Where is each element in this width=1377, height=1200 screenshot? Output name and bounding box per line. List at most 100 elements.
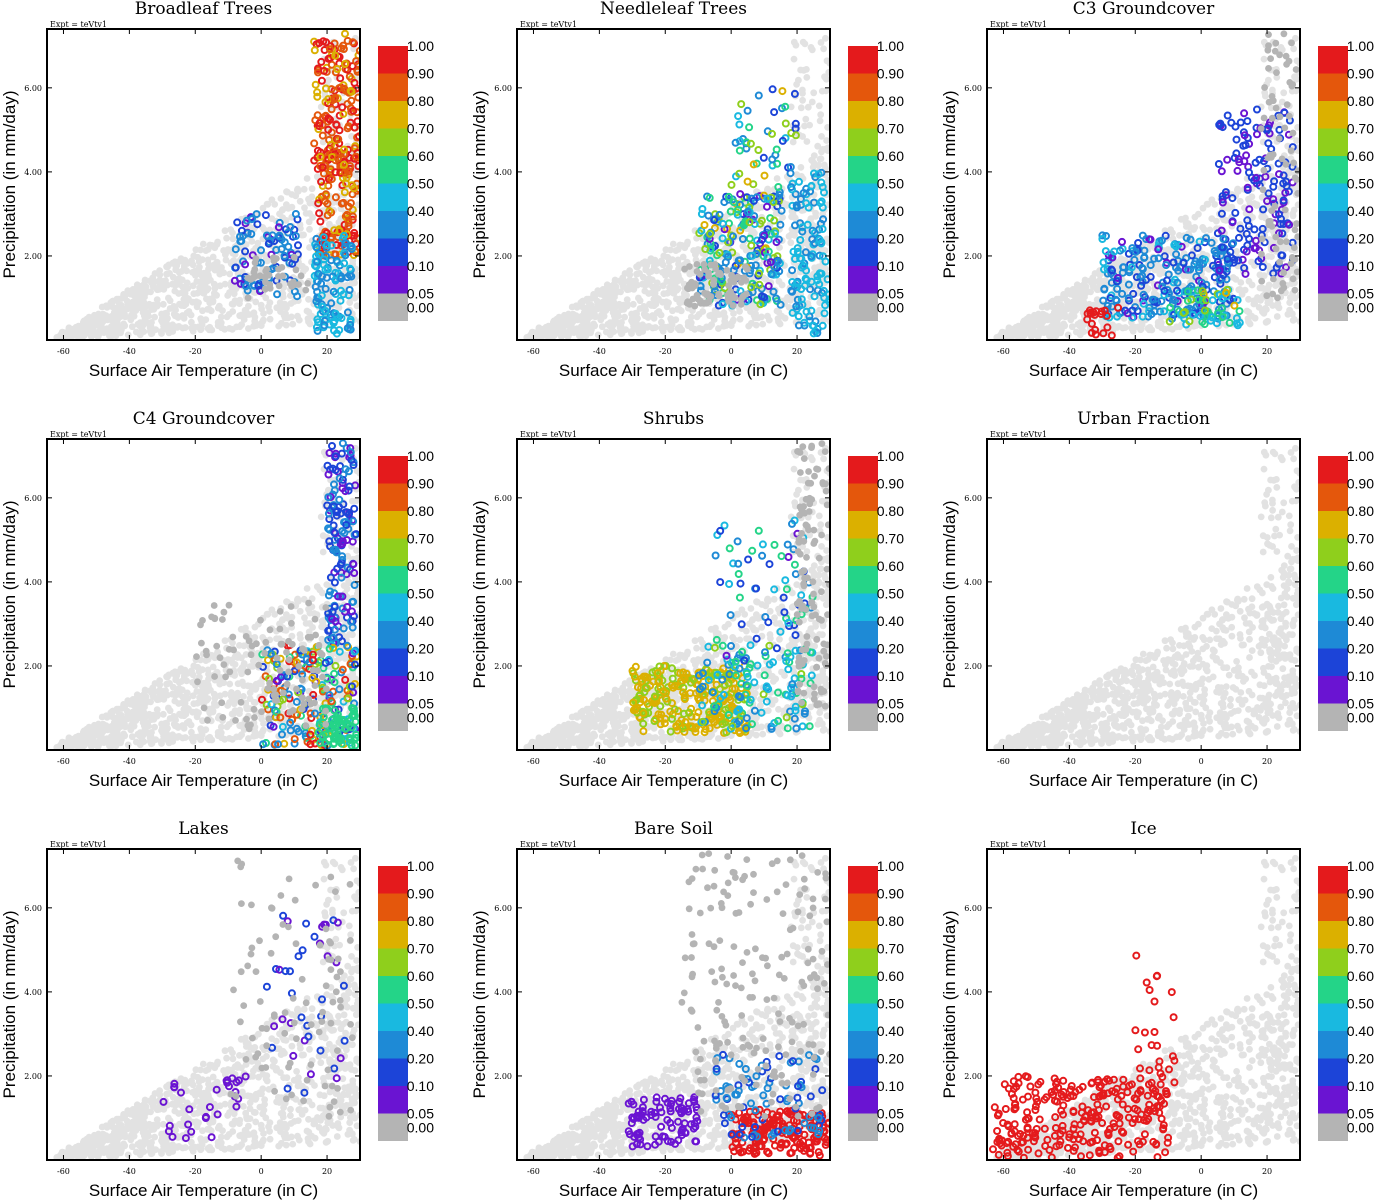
background-point	[618, 330, 626, 337]
data-point	[802, 199, 811, 208]
background-point	[214, 322, 222, 330]
y-tick-label: 6.00	[964, 84, 982, 93]
background-point	[262, 255, 270, 263]
background-point	[675, 326, 683, 334]
data-point	[312, 323, 321, 332]
background-point	[325, 76, 332, 84]
data-point	[1194, 295, 1203, 304]
data-point	[710, 216, 719, 224]
colorbar-label: 0.80	[877, 93, 904, 109]
data-point	[737, 300, 745, 308]
background-point	[214, 238, 222, 246]
colorbar-label: 1.00	[407, 38, 434, 54]
data-point	[1232, 135, 1241, 144]
data-point	[815, 225, 824, 234]
background-point	[708, 321, 715, 329]
data-point	[755, 280, 764, 289]
background-point	[123, 297, 131, 305]
data-point	[751, 261, 760, 270]
data-point	[1231, 122, 1240, 131]
data-point	[1098, 231, 1107, 240]
x-tick-label: -60	[57, 347, 70, 356]
colorbar-label: 1.00	[877, 38, 904, 54]
background-point	[666, 284, 673, 292]
data-point	[1196, 311, 1205, 320]
background-point	[803, 66, 810, 73]
data-point	[291, 232, 300, 240]
background-point	[550, 329, 558, 336]
background-point	[189, 282, 197, 290]
background-point	[238, 321, 246, 329]
background-point	[606, 319, 614, 326]
data-point	[247, 275, 255, 283]
data-point	[763, 194, 772, 203]
data-point	[749, 160, 758, 169]
colorbar-swatch	[378, 46, 408, 74]
data-point	[313, 326, 322, 335]
x-tick-label: -40	[1063, 347, 1076, 356]
colorbar-label: 0.50	[877, 176, 904, 192]
data-point	[792, 279, 801, 288]
data-point	[324, 54, 333, 63]
background-point	[1206, 226, 1214, 234]
data-point	[807, 252, 816, 261]
background-point	[608, 282, 615, 290]
background-point	[1090, 301, 1097, 309]
background-point	[602, 302, 610, 310]
data-point	[1160, 291, 1169, 299]
background-point	[804, 241, 812, 248]
data-point	[1243, 183, 1252, 192]
data-point	[1147, 310, 1156, 319]
background-point	[736, 315, 744, 323]
data-point	[1215, 266, 1224, 275]
background-point	[1245, 195, 1252, 203]
data-point	[251, 265, 259, 273]
data-point	[1241, 141, 1250, 150]
data-point	[735, 169, 744, 178]
data-point	[796, 236, 805, 244]
data-point	[1107, 331, 1116, 340]
background-point	[140, 293, 148, 301]
background-point	[1015, 334, 1023, 340]
data-point	[1279, 196, 1288, 205]
data-point	[1273, 69, 1280, 76]
background-point	[773, 175, 781, 182]
data-point	[820, 309, 829, 318]
background-point	[184, 285, 192, 292]
background-point	[306, 210, 313, 217]
data-point	[350, 231, 359, 240]
background-point	[156, 267, 164, 274]
data-point	[242, 282, 250, 291]
background-point	[696, 325, 703, 332]
background-point	[213, 291, 221, 299]
background-point	[1063, 297, 1071, 305]
background-point	[582, 331, 590, 338]
data-point	[704, 211, 713, 220]
data-point	[1267, 154, 1275, 161]
data-point	[807, 181, 816, 190]
data-point	[343, 210, 351, 219]
data-point	[327, 105, 336, 114]
data-point	[1229, 239, 1238, 248]
background-point	[200, 290, 208, 297]
background-point	[1281, 245, 1289, 252]
background-point	[799, 96, 806, 104]
background-point	[1203, 200, 1211, 208]
data-point	[756, 300, 765, 309]
data-point	[1214, 160, 1223, 168]
background-point	[222, 251, 229, 258]
data-point	[314, 269, 323, 278]
background-point	[354, 201, 360, 209]
background-point	[98, 314, 106, 321]
data-point	[1252, 173, 1261, 182]
data-point	[745, 123, 754, 132]
background-point	[767, 279, 775, 286]
data-point	[333, 65, 342, 73]
data-point	[1153, 281, 1162, 290]
data-point	[1254, 257, 1263, 266]
data-point	[322, 84, 330, 93]
data-point	[823, 275, 830, 284]
background-point	[558, 326, 566, 334]
background-point	[185, 295, 192, 303]
